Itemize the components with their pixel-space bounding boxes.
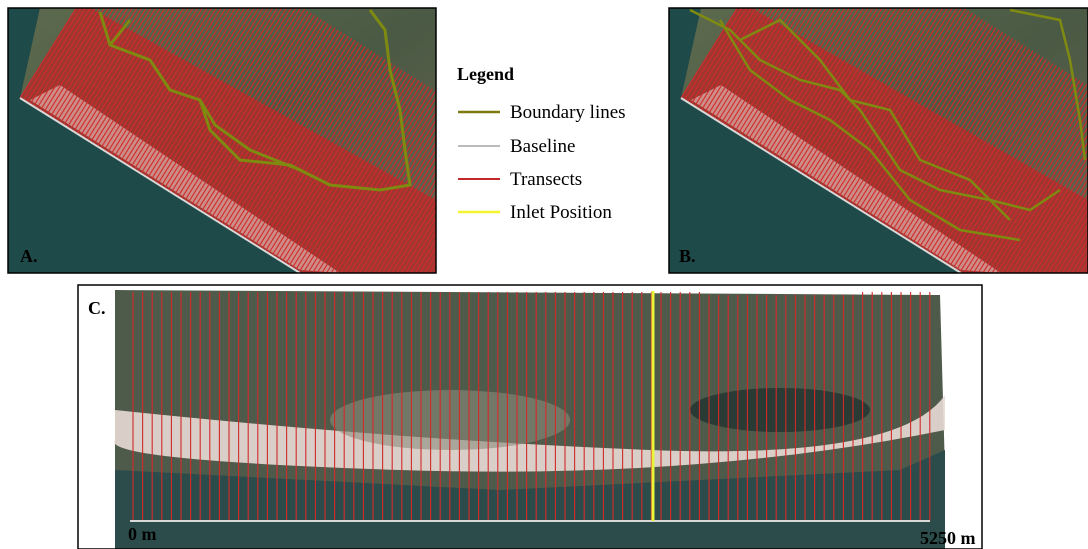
legend-label: Baseline (510, 136, 575, 157)
legend-label: Transects (510, 169, 582, 190)
panel-c (78, 285, 982, 549)
legend-label: Boundary lines (510, 102, 626, 123)
panel-label: A. (20, 246, 38, 266)
panel-label: C. (88, 298, 106, 318)
scale-end: 5250 m (920, 528, 976, 548)
legend: Legend Boundary lines Baseline Transects… (457, 64, 626, 223)
legend-title: Legend (457, 64, 514, 84)
legend-label: Inlet Position (510, 202, 612, 223)
panel-label: B. (679, 246, 696, 266)
figure: A. B. Legend Boundary lines Baseline Tra… (0, 0, 1088, 549)
scale-start: 0 m (128, 524, 157, 544)
